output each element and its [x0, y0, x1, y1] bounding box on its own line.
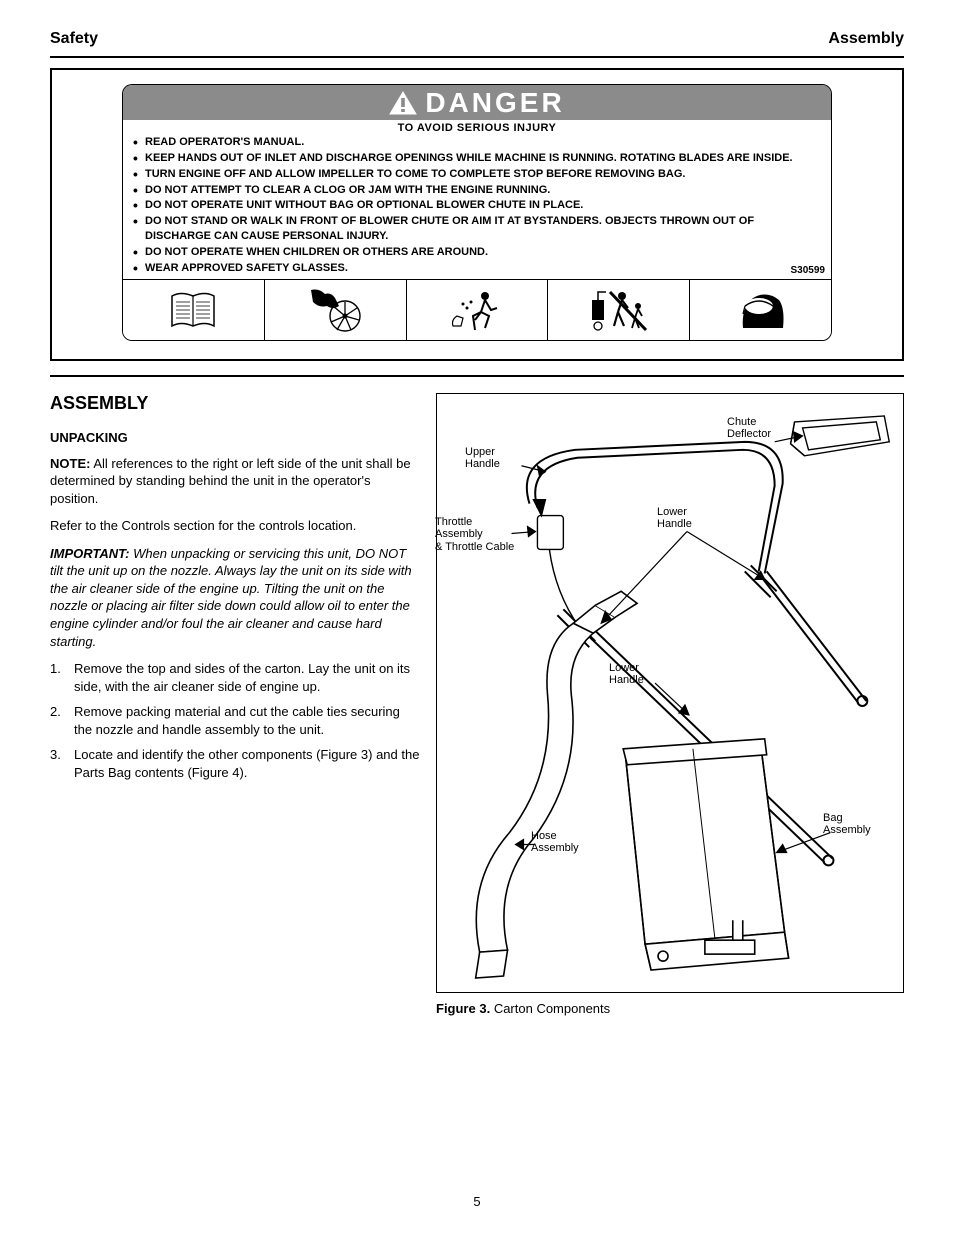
controls-ref: Refer to the Controls section for the co…: [50, 517, 420, 535]
no-bystanders-icon: [548, 280, 690, 340]
figure-number: Figure 3.: [436, 1001, 490, 1016]
assembly-heading: ASSEMBLY: [50, 393, 420, 414]
danger-item: DO NOT OPERATE UNIT WITHOUT BAG OR OPTIO…: [145, 198, 821, 213]
danger-label-container: DANGER TO AVOID SERIOUS INJURY READ OPER…: [50, 68, 904, 361]
figure-caption: Figure 3. Carton Components: [436, 1001, 904, 1016]
danger-item: KEEP HANDS OUT OF INLET AND DISCHARGE OP…: [145, 151, 821, 166]
left-text-column: ASSEMBLY UNPACKING NOTE: All references …: [50, 393, 420, 1016]
page-number: 5: [0, 1194, 954, 1209]
callout-lower-handle: LowerHandle: [609, 662, 644, 687]
safety-glasses-icon: [690, 280, 831, 340]
danger-item: DO NOT OPERATE WHEN CHILDREN OR OTHERS A…: [145, 245, 821, 260]
note-label: NOTE:: [50, 456, 90, 471]
components-illustration: [437, 394, 903, 992]
important-label: IMPORTANT:: [50, 546, 129, 561]
unpacking-heading: UNPACKING: [50, 430, 420, 445]
callout-chute: ChuteDeflector: [727, 416, 771, 441]
mid-rule: [50, 375, 904, 377]
assembly-step: Locate and identify the other components…: [50, 746, 420, 781]
danger-icon-row: [123, 279, 831, 340]
thrown-objects-icon: [407, 280, 549, 340]
callout-upper-handle: UpperHandle: [465, 446, 500, 471]
assembly-step: Remove packing material and cut the cabl…: [50, 703, 420, 738]
header-right: Assembly: [828, 30, 904, 48]
header-left: Safety: [50, 30, 98, 48]
danger-item: TURN ENGINE OFF AND ALLOW IMPELLER TO CO…: [145, 167, 821, 182]
figure-title: Carton Components: [494, 1001, 610, 1016]
important-text: When unpacking or servicing this unit, D…: [50, 546, 412, 649]
callout-throttle: Throttle Assembly& Throttle Cable: [435, 516, 515, 554]
callout-lower-handle-top: LowerHandle: [657, 506, 692, 531]
danger-item: READ OPERATOR'S MANUAL.: [145, 135, 821, 150]
assembly-steps: Remove the top and sides of the carton. …: [50, 660, 420, 781]
danger-item: DO NOT STAND OR WALK IN FRONT OF BLOWER …: [145, 214, 821, 244]
right-figure-column: UpperHandle Throttle Assembly& Throttle …: [436, 393, 904, 1016]
danger-bullet-list: READ OPERATOR'S MANUAL. KEEP HANDS OUT O…: [123, 135, 831, 279]
top-rule: [50, 56, 904, 58]
note-text: All references to the right or left side…: [50, 456, 411, 506]
danger-title-text: DANGER: [425, 87, 564, 119]
danger-item: WEAR APPROVED SAFETY GLASSES.: [145, 261, 821, 276]
danger-item: DO NOT ATTEMPT TO CLEAR A CLOG OR JAM WI…: [145, 183, 821, 198]
note-block: NOTE: All references to the right or lef…: [50, 455, 420, 508]
figure-3-box: UpperHandle Throttle Assembly& Throttle …: [436, 393, 904, 993]
assembly-step: Remove the top and sides of the carton. …: [50, 660, 420, 695]
danger-subtitle: TO AVOID SERIOUS INJURY: [123, 120, 831, 135]
callout-bag: BagAssembly: [823, 812, 871, 837]
warning-triangle-icon: [389, 91, 417, 115]
danger-label: DANGER TO AVOID SERIOUS INJURY READ OPER…: [122, 84, 832, 341]
danger-title-bar: DANGER: [123, 85, 831, 120]
hand-blade-icon: [265, 280, 407, 340]
callout-hose: HoseAssembly: [531, 830, 579, 855]
manual-icon: [123, 280, 265, 340]
important-block: IMPORTANT: When unpacking or servicing t…: [50, 545, 420, 650]
